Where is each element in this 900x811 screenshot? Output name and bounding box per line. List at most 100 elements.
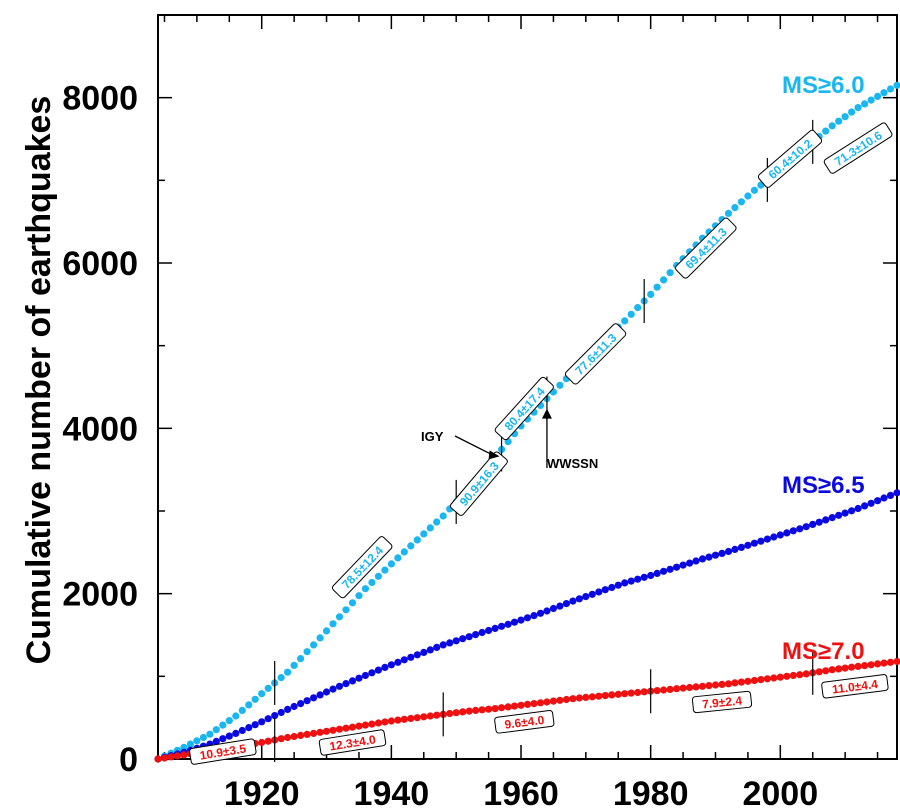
data-point [634, 575, 642, 583]
data-point [368, 669, 376, 677]
rate-label-text: 77.6±11.3 [572, 330, 619, 377]
axis-ticks: 1920 1940 1960 1980 2000 0 2000 4000 6000 8000 [62, 14, 897, 811]
data-point [867, 96, 875, 104]
data-point [874, 497, 882, 505]
data-point [815, 668, 823, 676]
data-point [212, 726, 220, 734]
rate-label-box [691, 690, 753, 714]
rate-label-text: 9.6±4.0 [504, 713, 546, 732]
data-point [627, 310, 635, 318]
data-point [770, 533, 778, 541]
rate-label: 9.6±4.0 [494, 710, 555, 734]
data-point [407, 714, 415, 723]
plot-frame [157, 14, 898, 760]
data-point [465, 707, 473, 715]
rate-label: 11.0±4.4 [821, 674, 889, 699]
data-point [225, 732, 233, 740]
break-markers [274, 119, 814, 762]
rate-label: 77.6±11.3 [564, 323, 627, 385]
data-point [640, 573, 648, 581]
data-point [381, 718, 389, 726]
rate-label-box [318, 729, 387, 756]
rate-label-box [564, 323, 627, 385]
data-point [400, 548, 408, 556]
data-point [841, 664, 849, 672]
data-point [348, 599, 357, 607]
data-point [757, 676, 765, 684]
data-point [381, 566, 389, 574]
data-point [549, 697, 558, 705]
data-point [543, 698, 551, 706]
data-point [206, 730, 214, 738]
data-point [595, 588, 603, 596]
data-point [342, 680, 350, 688]
data-point [238, 706, 246, 715]
y-axis-title: Cumulative number of earthquakes [20, 96, 58, 665]
data-point [277, 674, 285, 682]
data-point [517, 616, 525, 624]
data-point [893, 657, 900, 666]
data-point [439, 641, 447, 649]
data-point [407, 542, 415, 550]
rate-label: 7.9±2.4 [691, 690, 753, 714]
data-point [893, 489, 900, 497]
data-point [342, 606, 350, 614]
data-point [861, 502, 869, 510]
data-point [828, 514, 836, 522]
y-tick-label: 0 [119, 741, 138, 779]
data-point [446, 639, 454, 647]
rate-label-box [189, 738, 257, 765]
igy-arrow-head [488, 450, 500, 460]
data-point [258, 738, 266, 747]
data-point [822, 516, 830, 524]
data-point [426, 524, 434, 532]
data-point [724, 680, 733, 688]
series-label: MS≥7.0 [782, 638, 865, 665]
data-point [789, 671, 797, 680]
data-point [245, 701, 253, 709]
data-point [322, 627, 331, 635]
data-point [731, 204, 739, 212]
data-point [686, 683, 694, 692]
data-point [160, 754, 169, 762]
data-point [744, 192, 752, 200]
data-point [750, 539, 759, 547]
data-point [523, 700, 532, 709]
data-point [673, 685, 681, 693]
data-point [258, 690, 266, 698]
data-point [731, 545, 739, 554]
data-point [796, 525, 804, 533]
data-point [724, 209, 733, 217]
data-point [841, 509, 849, 517]
data-point [310, 694, 318, 702]
data-point [387, 661, 395, 669]
rate-label: 10.9±3.5 [189, 738, 257, 765]
data-point [232, 712, 240, 720]
series-points [154, 489, 900, 763]
data-point [387, 560, 395, 568]
data-point [673, 563, 681, 571]
data-point [880, 494, 888, 502]
data-point [439, 512, 447, 520]
data-point [621, 690, 629, 698]
y-tick-label: 8000 [62, 80, 138, 118]
data-point [705, 682, 713, 690]
data-point [705, 553, 713, 561]
data-point [335, 682, 344, 690]
igy-annotation: IGY [421, 429, 444, 444]
data-point [355, 674, 363, 682]
data-point [828, 122, 836, 130]
data-point [277, 708, 285, 717]
data-point [634, 304, 642, 312]
data-point [199, 733, 207, 742]
data-point [757, 537, 765, 545]
data-point [530, 700, 538, 708]
data-point [692, 557, 700, 565]
data-point [750, 186, 759, 194]
data-point [588, 590, 596, 598]
data-point [893, 81, 900, 89]
data-point [692, 683, 700, 691]
data-point [374, 572, 382, 580]
data-point [316, 634, 324, 642]
series-label: MS≥6.5 [782, 472, 865, 499]
